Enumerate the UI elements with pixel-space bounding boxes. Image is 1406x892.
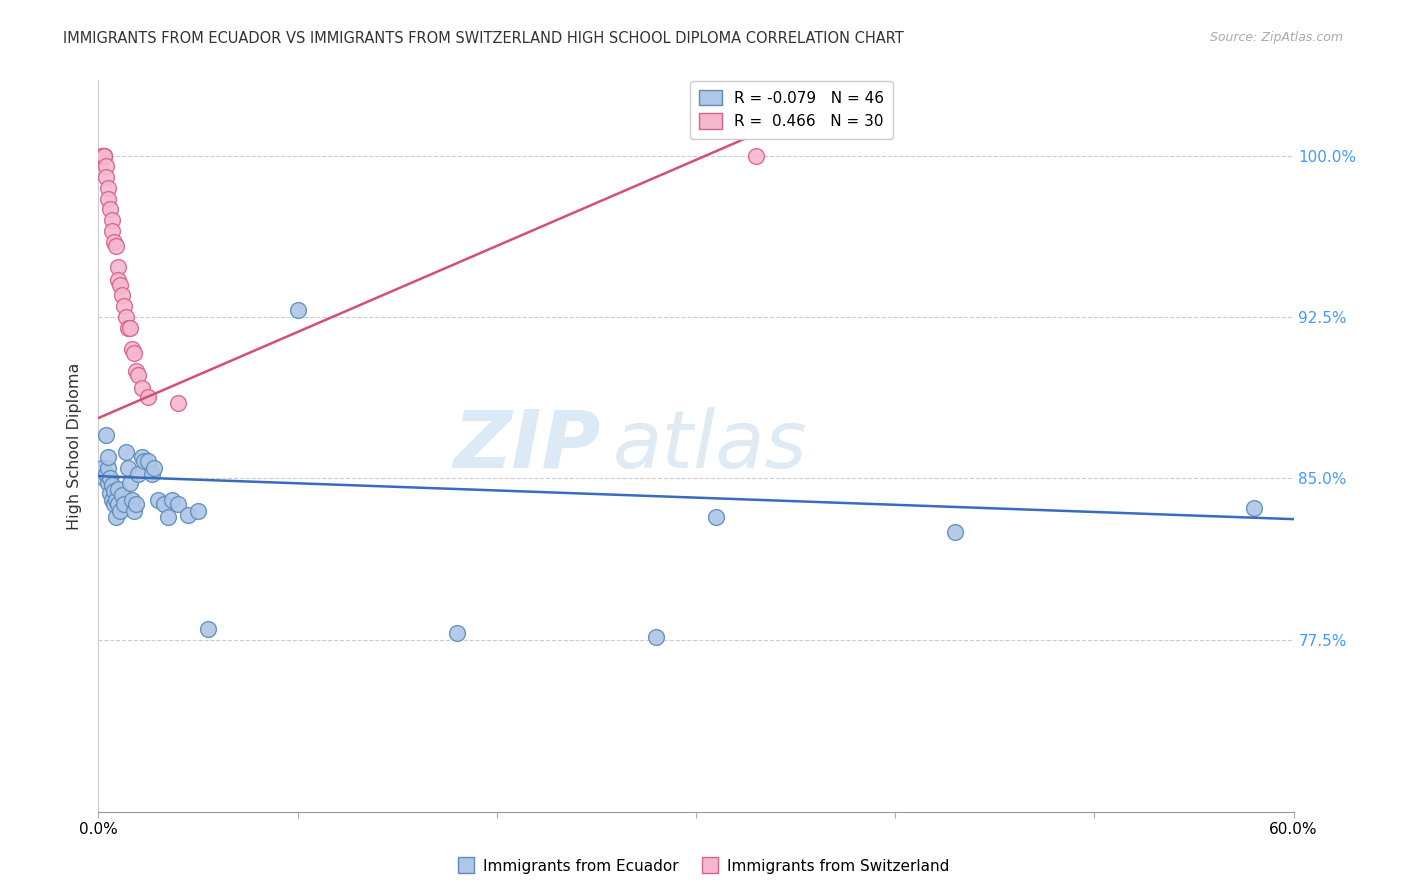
Point (96, 170, 118, 185)
Point (107, 273, 129, 287)
Point (943, 524, 966, 539)
Point (96, 159, 118, 173)
Point (124, 346, 146, 360)
Point (110, 503, 132, 517)
Point (93, 148, 115, 162)
Point (120, 320, 142, 334)
Point (131, 450, 153, 464)
Point (1243, 501, 1265, 516)
Legend: Immigrants from Ecuador, Immigrants from Switzerland: Immigrants from Ecuador, Immigrants from… (450, 853, 956, 880)
Point (167, 396, 190, 410)
Point (127, 467, 149, 481)
Point (103, 497, 125, 511)
Point (197, 622, 219, 636)
Point (101, 492, 124, 507)
Point (98, 202, 122, 217)
Point (98, 486, 122, 500)
Point (91, 460, 114, 475)
Point (117, 320, 139, 334)
Point (117, 460, 139, 475)
Point (121, 492, 143, 507)
Point (125, 364, 148, 378)
Point (704, 510, 727, 524)
Point (125, 497, 148, 511)
Point (153, 497, 176, 511)
Point (645, 631, 668, 645)
Point (101, 213, 124, 227)
Point (103, 235, 125, 249)
Point (93, 471, 115, 485)
Point (103, 484, 125, 499)
Point (287, 303, 309, 318)
Point (96, 428, 118, 442)
Point (745, 148, 768, 162)
Text: IMMIGRANTS FROM ECUADOR VS IMMIGRANTS FROM SWITZERLAND HIGH SCHOOL DIPLOMA CORRE: IMMIGRANTS FROM ECUADOR VS IMMIGRANTS FR… (63, 31, 904, 46)
Point (97, 450, 120, 464)
Point (91, 148, 114, 162)
Point (157, 510, 180, 524)
Point (110, 277, 132, 292)
Point (107, 260, 129, 275)
Point (167, 497, 190, 511)
Point (115, 445, 138, 459)
Text: atlas: atlas (613, 407, 807, 485)
Point (136, 454, 159, 468)
Point (107, 497, 129, 511)
Point (96, 467, 118, 481)
Point (97, 475, 120, 490)
Point (101, 477, 124, 491)
Point (131, 381, 153, 395)
Point (97, 192, 120, 206)
Point (105, 510, 128, 524)
Point (98, 471, 122, 485)
Point (112, 299, 135, 313)
Point (91, 148, 114, 162)
Point (127, 368, 149, 382)
Point (187, 503, 209, 517)
Text: ZIP: ZIP (453, 407, 600, 485)
Point (115, 310, 138, 324)
Point (121, 342, 143, 356)
Point (111, 288, 134, 302)
Point (141, 467, 163, 481)
Point (148, 492, 170, 507)
Point (111, 488, 134, 502)
Text: Source: ZipAtlas.com: Source: ZipAtlas.com (1209, 31, 1343, 45)
Point (97, 460, 120, 475)
Point (134, 454, 156, 468)
Legend: R = -0.079   N = 46, R =  0.466   N = 30: R = -0.079 N = 46, R = 0.466 N = 30 (690, 80, 893, 138)
Point (120, 475, 142, 490)
Point (105, 492, 128, 507)
Y-axis label: High School Diploma: High School Diploma (67, 362, 83, 530)
Point (101, 224, 124, 238)
Point (177, 508, 200, 522)
Point (124, 503, 146, 517)
Point (446, 626, 468, 640)
Point (105, 239, 128, 253)
Point (97, 181, 120, 195)
Point (160, 492, 183, 507)
Point (107, 482, 129, 496)
Point (143, 460, 166, 475)
Point (112, 497, 135, 511)
Point (93, 148, 115, 162)
Point (93, 148, 115, 162)
Point (136, 390, 159, 404)
